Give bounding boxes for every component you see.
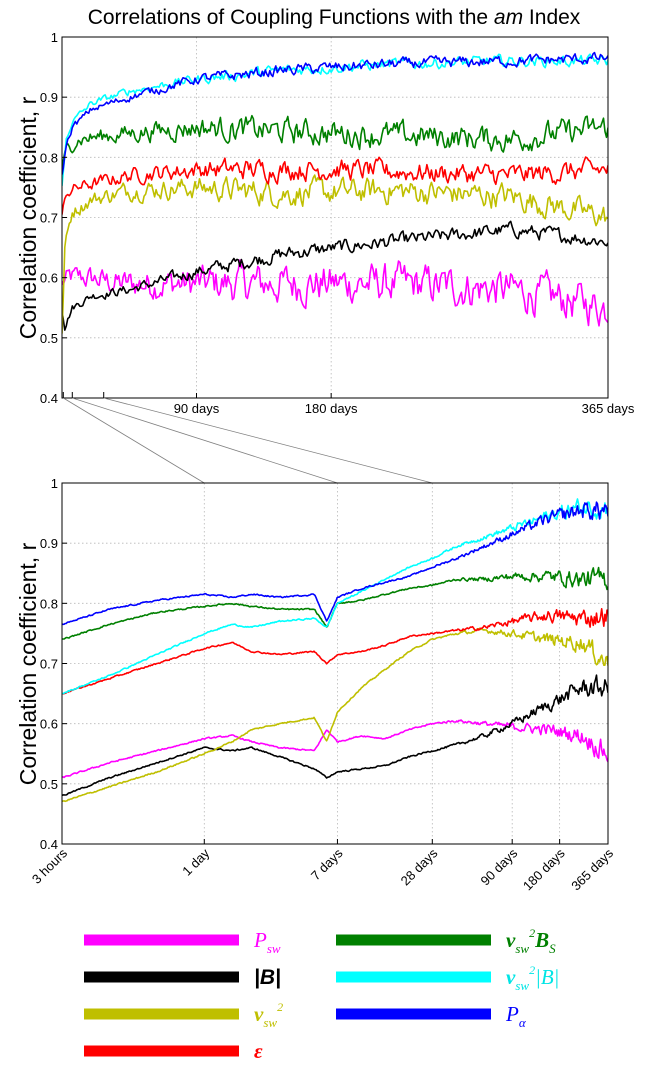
top-series-v-sw-2-b [62,53,608,186]
legend-label-epsilon: ε [254,1039,263,1063]
zoom-connector-28 [103,397,433,484]
bot-x-tick-label: 1 day [179,845,212,878]
bottom-y-axis: 0.4 0.5 0.6 0.7 0.8 0.9 1 [40,476,67,852]
chart-title: Correlations of Coupling Functions with … [88,6,581,29]
bot-series-b [62,674,608,797]
bottom-y-axis-label: Correlation coefficient, r [15,542,41,785]
bot-y-tick-label: 0.5 [40,777,58,792]
chart-title-part-1: Correlations of Coupling Functions with … [88,6,494,29]
legend-label-p-sw: Psw [253,928,281,956]
top-y-tick-label: 1 [51,30,58,45]
legend-label-v-sw-2-b-s: vsw2BS [506,926,556,956]
bot-y-tick-label: 0.8 [40,596,58,611]
bot-series-p-alpha [62,501,608,626]
bot-series-epsilon [62,608,608,695]
bot-x-tick-label: 7 days [308,845,346,883]
chart-title-part-2: am [494,6,523,29]
top-y-tick-label: 0.6 [40,271,58,286]
top-y-tick-label: 0.7 [40,211,58,226]
bot-x-tick-label: 90 days [478,845,521,888]
zoom-connector-lines [62,392,433,484]
bot-series-p-sw [62,719,608,779]
bot-x-tick-label: 180 days [520,845,568,893]
top-x-tick-label: 180 days [305,401,358,416]
top-series-v-sw-2 [62,174,608,334]
top-series-p-alpha [62,51,608,175]
top-chart-panel: 0.4 0.5 0.6 0.7 0.8 0.9 1 90 days 180 days 365 d… [15,30,635,416]
bot-y-tick-label: 0.4 [40,837,58,852]
legend-label-b: |B| [254,966,281,989]
top-series-v-sw-2-b-s [62,114,608,171]
top-y-axis-label: Correlation coefficient, r [15,96,41,339]
bot-x-tick-label: 28 days [398,845,441,888]
legend: Psw vsw2BS |B| vsw2|B| vsw2 Pα ε [84,926,559,1063]
bot-x-tick-label: 365 days [568,845,616,893]
top-x-tick-label: 365 days [582,401,635,416]
bot-series-v-sw-2 [62,627,608,803]
top-y-tick-label: 0.8 [40,150,58,165]
bot-series-v-sw-2-b [62,498,608,695]
bottom-series-group [62,498,608,803]
legend-label-p-alpha: Pα [505,1002,527,1030]
zoom-connector-1 [63,397,205,484]
top-y-axis: 0.4 0.5 0.6 0.7 0.8 0.9 1 [40,30,67,406]
bot-y-tick-label: 1 [51,476,58,491]
top-y-tick-label: 0.9 [40,90,58,105]
zoom-connector-7 [72,397,338,484]
top-series-epsilon [62,156,608,215]
top-x-axis: 90 days 180 days 365 days [174,393,635,416]
bot-y-tick-label: 0.7 [40,657,58,672]
legend-label-v-sw-2-b: vsw2|B| [506,963,559,993]
top-y-tick-label: 0.5 [40,331,58,346]
bot-y-tick-label: 0.9 [40,536,58,551]
top-x-tick-label: 90 days [174,401,220,416]
bottom-chart-panel: 0.40.50.60.70.80.91 3 hours 1 day 7 days 28… [15,476,616,893]
top-y-tick-label: 0.4 [40,391,58,406]
bot-y-tick-label: 0.6 [40,717,58,732]
chart-title-part-3: Index [523,6,581,29]
top-series-p-sw [62,259,608,327]
legend-label-v-sw-2: vsw2 [254,1000,283,1030]
top-series-group [62,51,608,334]
top-series-b [62,220,608,331]
bottom-x-axis: 3 hours 1 day 7 days 28 days 90 days 180 days… [29,839,616,893]
bottom-grid [62,483,608,844]
